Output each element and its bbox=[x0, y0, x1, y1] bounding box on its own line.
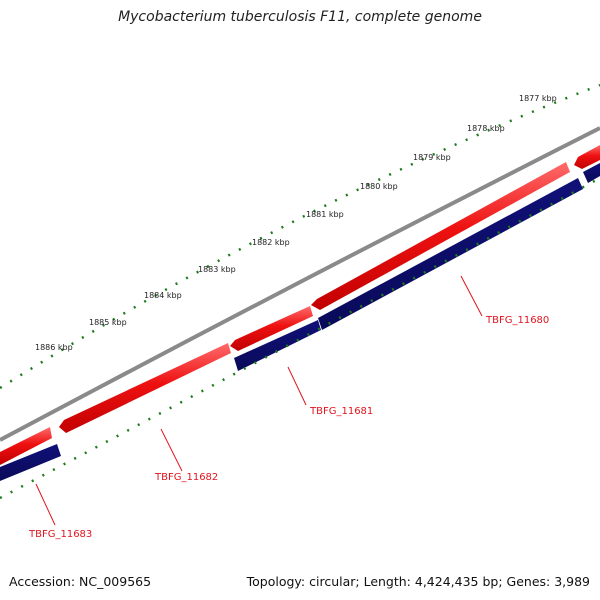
tick-label-1884: 1884 kbp bbox=[144, 291, 182, 300]
forward-strand bbox=[0, 145, 600, 465]
gene-label-tbfg-11680: TBFG_11680 bbox=[485, 315, 549, 326]
gene-arrow-forward-1 bbox=[0, 427, 52, 465]
gene-label-leaders bbox=[35, 275, 483, 526]
tick-label-1886: 1886 kbp bbox=[35, 343, 73, 352]
accession-text: Accession: NC_009565 bbox=[9, 574, 152, 589]
leader-line-tbfg-11682 bbox=[160, 428, 183, 472]
tick-label-1878: 1878 kbp bbox=[467, 124, 505, 133]
tick-label-1882: 1882 kbp bbox=[252, 238, 290, 247]
gene-arrow-forward-4 bbox=[311, 162, 570, 310]
genome-summary-text: Topology: circular; Length: 4,424,435 bp… bbox=[246, 574, 590, 589]
gene-arrow-reverse-4 bbox=[583, 163, 600, 183]
leader-line-tbfg-11681 bbox=[287, 366, 307, 406]
tick-label-1880: 1880 kbp bbox=[360, 182, 398, 191]
tick-label-1877: 1877 kbp bbox=[519, 94, 557, 103]
gene-arrow-forward-3 bbox=[230, 306, 313, 351]
outer-tick-row bbox=[0, 83, 600, 390]
gene-label-tbfg-11682: TBFG_11682 bbox=[154, 472, 218, 483]
kbp-tick-labels: 1877 kbp 1878 kbp 1879 kbp 1880 kbp 1881… bbox=[35, 94, 557, 352]
leader-line-tbfg-11680 bbox=[460, 275, 483, 317]
inner-tick-row bbox=[0, 176, 600, 500]
gene-label-tbfg-11681: TBFG_11681 bbox=[309, 406, 373, 417]
map-title: Mycobacterium tuberculosis F11, complete… bbox=[118, 9, 482, 25]
leader-line-tbfg-11683 bbox=[35, 483, 56, 526]
reverse-strand bbox=[0, 163, 600, 481]
gene-arrow-reverse-2 bbox=[234, 320, 321, 371]
gene-arrow-reverse-3 bbox=[318, 178, 583, 330]
inner-tick-dots bbox=[0, 176, 600, 500]
gene-label-tbfg-11683: TBFG_11683 bbox=[28, 529, 92, 540]
tick-label-1883: 1883 kbp bbox=[198, 265, 236, 274]
tick-label-1879: 1879 kbp bbox=[413, 153, 451, 162]
tick-label-1885: 1885 kbp bbox=[89, 318, 127, 327]
gene-arrow-reverse-1 bbox=[0, 444, 61, 481]
gene-arrow-forward-5 bbox=[574, 145, 600, 169]
genome-backbone bbox=[0, 126, 600, 442]
gene-labels: TBFG_11680 TBFG_11681 TBFG_11682 TBFG_11… bbox=[28, 315, 549, 540]
outer-tick-dots bbox=[0, 83, 600, 390]
gene-arrow-forward-2 bbox=[59, 343, 231, 433]
tick-label-1881: 1881 kbp bbox=[306, 210, 344, 219]
